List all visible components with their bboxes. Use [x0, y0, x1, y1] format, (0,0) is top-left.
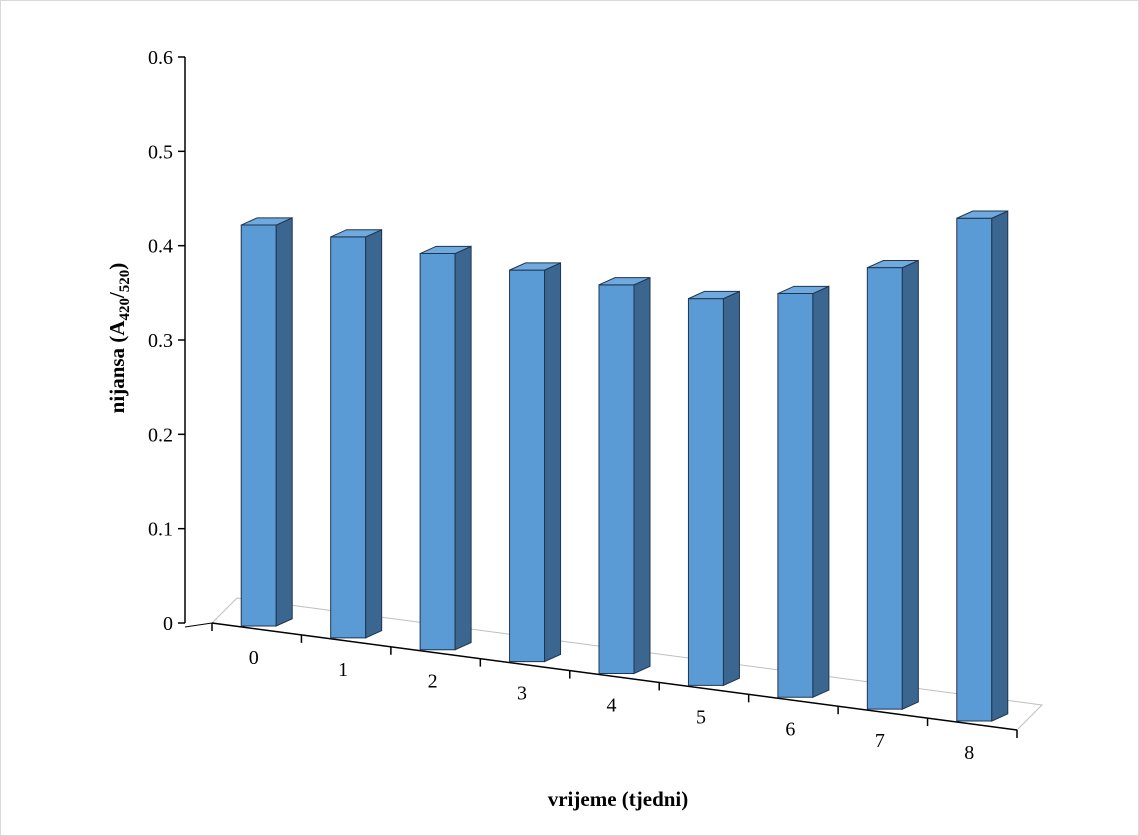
- bar-top: [688, 290, 740, 300]
- x-tick-label: 1: [338, 659, 348, 681]
- bar-top: [419, 245, 472, 255]
- y-tick-label: 0.1: [148, 519, 173, 541]
- bar-side: [365, 228, 383, 639]
- bar-side: [722, 290, 740, 687]
- bar-top: [241, 217, 293, 226]
- y-tick-label: 0.6: [148, 47, 173, 69]
- bar-side: [544, 262, 562, 663]
- bar-side: [991, 210, 1009, 722]
- x-tick-label: 3: [517, 683, 527, 705]
- y-axis: 0 0.1 0.2 0.3 0.4 0.5 0.6: [148, 47, 186, 635]
- y-axis-title-sub1: 420: [117, 298, 133, 321]
- x-axis-line: [211, 622, 1018, 731]
- bar: [419, 245, 472, 651]
- bar-side: [275, 217, 293, 627]
- x-axis-stub: [184, 622, 213, 628]
- bar-top: [777, 285, 830, 295]
- bar: [777, 285, 830, 699]
- y-axis-title-slash: /: [105, 291, 129, 299]
- bar-side: [454, 245, 472, 651]
- y-axis-title: nijansa (A420/520): [105, 263, 133, 414]
- bar: [866, 259, 919, 710]
- x-tick-label: 6: [785, 718, 795, 740]
- y-tick-label: 0.5: [148, 141, 173, 163]
- y-tick-label: 0: [163, 613, 173, 635]
- bar-front: [240, 224, 277, 627]
- bar-side: [901, 259, 919, 710]
- bar: [330, 228, 383, 639]
- bar-top: [956, 210, 1008, 219]
- y-tick-label: 0.3: [148, 330, 173, 352]
- x-tick-label: 7: [875, 730, 885, 752]
- bar-front: [330, 236, 367, 639]
- bar-top: [867, 259, 919, 269]
- bar-front: [866, 267, 903, 710]
- bar-top: [330, 229, 382, 238]
- bar: [598, 276, 651, 675]
- bar-front: [687, 298, 724, 686]
- x-axis-title: vrijeme (tjedni): [548, 787, 689, 811]
- bar-front: [419, 253, 456, 651]
- bars: [240, 210, 1009, 722]
- y-axis-title-main: nijansa (A: [105, 320, 129, 414]
- bar-top: [598, 277, 651, 286]
- bar: [687, 290, 740, 687]
- x-tick-label: 8: [964, 742, 974, 764]
- bar-front: [956, 217, 993, 722]
- bar-front: [509, 269, 546, 663]
- bar-top: [509, 262, 561, 271]
- y-tick-label: 0.2: [148, 424, 173, 446]
- x-tick-label: 4: [607, 695, 617, 717]
- bar: [240, 217, 293, 627]
- y-axis-title-close: ): [105, 263, 129, 270]
- x-tick-label: 2: [428, 671, 438, 693]
- bar-side: [633, 276, 651, 675]
- y-tick-label: 0.4: [148, 236, 173, 258]
- x-tick-label: 5: [696, 706, 706, 728]
- bar-front: [777, 293, 814, 698]
- bar-side: [812, 285, 830, 699]
- x-tick-label: 0: [249, 647, 259, 669]
- bar: [956, 210, 1009, 722]
- y-axis-title-sub2: 520: [117, 270, 133, 293]
- bar-front: [598, 284, 635, 674]
- x-axis: 0 1 2 3 4 5 6 7 8: [184, 622, 1018, 764]
- bar: [509, 262, 562, 663]
